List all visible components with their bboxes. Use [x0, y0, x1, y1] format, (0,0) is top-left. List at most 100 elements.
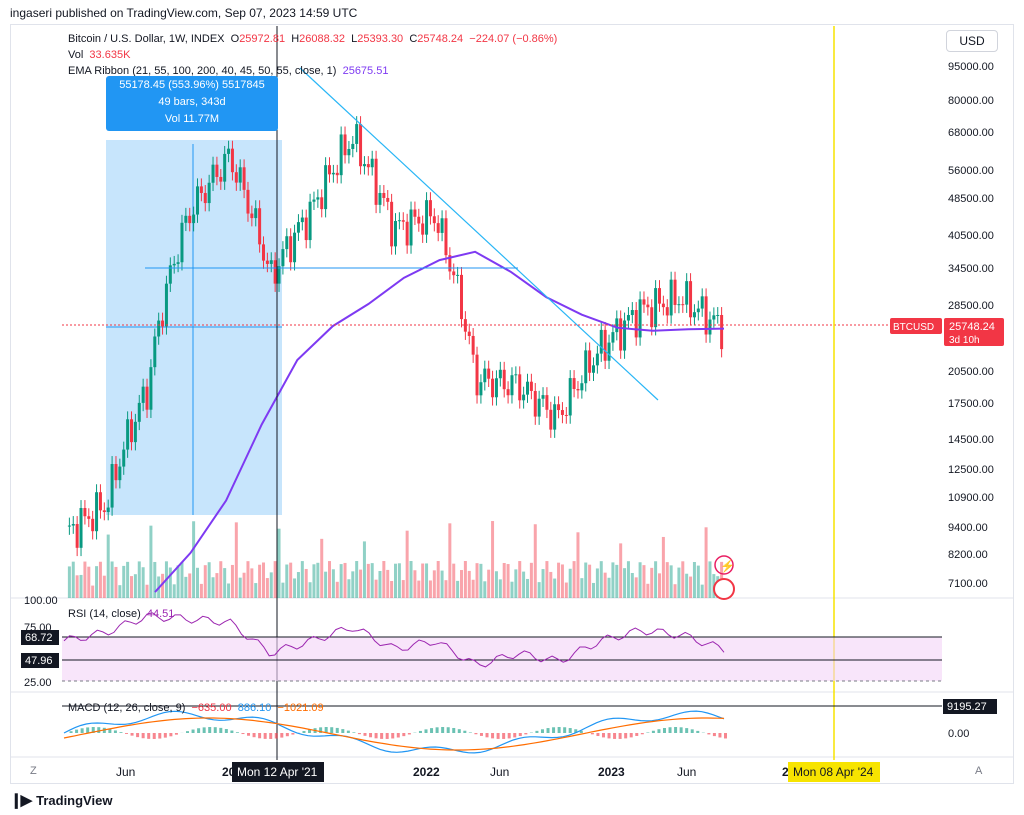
- open-value: 25972.81: [239, 33, 286, 45]
- candle-body: [281, 249, 285, 267]
- macd-histogram-bar: [330, 727, 334, 733]
- macd-histogram-bar: [174, 733, 178, 735]
- candle-body: [564, 414, 568, 416]
- volume-bar: [568, 568, 572, 598]
- volume-bar: [692, 562, 696, 598]
- zoom-reset-button[interactable]: Z: [30, 765, 37, 777]
- macd-marker-box: [943, 699, 997, 714]
- candle-body: [234, 172, 238, 183]
- macd-histogram-bar: [213, 727, 217, 733]
- auto-scale-button[interactable]: A: [975, 765, 983, 777]
- time-tick-label: Jun: [490, 765, 509, 779]
- macd-histogram-bar: [86, 727, 90, 733]
- macd-histogram-bar: [607, 733, 611, 739]
- macd-histogram-bar: [463, 730, 467, 733]
- candle-body: [413, 209, 417, 217]
- candle-body: [145, 386, 149, 410]
- candle-body: [110, 464, 114, 508]
- volume-bar: [265, 578, 269, 598]
- volume-bar: [634, 577, 638, 598]
- macd-histogram-bar: [674, 727, 678, 733]
- rsi-low-marker: 47.96: [25, 655, 53, 667]
- candle-body: [712, 315, 716, 320]
- volume-bar: [456, 580, 460, 598]
- candle-body: [184, 215, 188, 223]
- candle-body: [545, 395, 549, 410]
- macd-histogram-bar: [540, 729, 544, 733]
- price-tick-label: 40500.00: [948, 230, 994, 242]
- volume-bar: [475, 563, 479, 598]
- macd-histogram-bar: [341, 729, 345, 733]
- candle-body: [95, 492, 99, 532]
- macd-histogram-bar: [624, 733, 628, 739]
- macd-histogram-bar: [208, 727, 212, 733]
- volume-bar: [650, 567, 654, 598]
- candle-body: [685, 281, 689, 305]
- candle-body: [463, 319, 467, 332]
- volume-bar: [386, 569, 390, 598]
- macd-histogram-bar: [646, 732, 650, 733]
- volume-bar: [471, 579, 475, 598]
- rsi-label: RSI (14, close): [68, 608, 141, 620]
- volume-bar: [487, 569, 491, 598]
- candle-body: [223, 153, 227, 182]
- candle-body: [456, 274, 460, 276]
- volume-bar: [199, 583, 203, 598]
- macd-signal-line: [63, 717, 725, 751]
- volume-bar: [122, 565, 126, 598]
- candle-body: [720, 315, 724, 350]
- candle-body: [196, 186, 199, 215]
- candle-body: [203, 192, 207, 204]
- candle-body: [436, 223, 440, 233]
- volume-bar: [106, 534, 110, 598]
- chart-frame[interactable]: [10, 24, 1014, 784]
- volume-bar: [110, 561, 114, 598]
- candle-body: [296, 222, 300, 233]
- volume-bar: [506, 564, 510, 598]
- price-tick-label: 56000.00: [948, 165, 994, 177]
- volume-bar: [230, 564, 234, 598]
- macd-histogram-bar: [635, 733, 639, 736]
- macd-histogram-bar: [324, 727, 328, 733]
- price-tick-label: 68000.00: [948, 127, 994, 139]
- volume-bar: [401, 580, 405, 598]
- rsi-level-label: 25.00: [24, 677, 52, 689]
- macd-histogram-bar: [651, 730, 655, 733]
- macd-histogram-bar: [269, 733, 273, 739]
- macd-histogram-bar: [357, 733, 361, 735]
- tradingview-logo-icon: ❙▶: [10, 792, 32, 809]
- price-tick-label: 9400.00: [948, 522, 988, 534]
- volume-bar: [626, 561, 630, 598]
- macd-histogram-bar: [291, 733, 295, 735]
- candle-body: [370, 158, 374, 168]
- macd-histogram-bar: [424, 729, 428, 733]
- candle-body: [374, 158, 378, 205]
- candle-body: [475, 354, 479, 396]
- macd-histogram-bar: [152, 733, 156, 739]
- volume-bar: [436, 561, 440, 598]
- currency-selector[interactable]: USD: [946, 30, 998, 52]
- macd-histogram-bar: [502, 733, 506, 739]
- volume-bar: [498, 579, 502, 598]
- volume-bar: [296, 572, 300, 598]
- volume-bar: [250, 568, 254, 598]
- volume-bar: [553, 578, 557, 598]
- volume-bar: [518, 561, 522, 598]
- candle-body: [553, 404, 557, 430]
- ema-ribbon-line: [154, 250, 725, 593]
- volume-bar: [689, 576, 693, 598]
- candle-body: [102, 510, 106, 513]
- candle-body: [638, 299, 642, 338]
- candle-body: [238, 167, 242, 183]
- volume-bar: [413, 570, 417, 598]
- volume-bar: [483, 581, 487, 598]
- candle-body: [118, 466, 122, 481]
- candle-body: [285, 236, 289, 250]
- candle-body: [603, 329, 607, 361]
- volume-bar: [114, 566, 118, 598]
- macd-label: MACD (12, 26, close, 9): [68, 702, 186, 714]
- candle-body: [518, 374, 522, 401]
- candle-body: [161, 320, 165, 327]
- candle-body: [188, 215, 192, 224]
